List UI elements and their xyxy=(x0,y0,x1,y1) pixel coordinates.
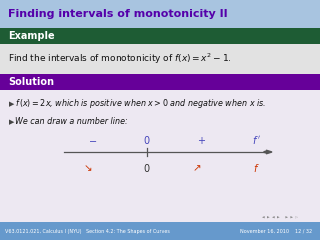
Text: $f\,'$: $f\,'$ xyxy=(252,134,260,146)
Text: $\blacktriangleright$: $\blacktriangleright$ xyxy=(7,117,16,127)
Text: $-$: $-$ xyxy=(88,135,97,145)
Text: 12 / 32: 12 / 32 xyxy=(295,228,312,234)
Text: $\nearrow$: $\nearrow$ xyxy=(189,163,201,173)
Text: $0$: $0$ xyxy=(143,134,151,146)
Text: Finding intervals of monotonicity II: Finding intervals of monotonicity II xyxy=(8,9,228,19)
Text: November 16, 2010: November 16, 2010 xyxy=(240,228,289,234)
Text: $f\,(x) = 2x$, which is positive when $x > 0$ and negative when $x$ is.: $f\,(x) = 2x$, which is positive when $x… xyxy=(15,97,267,110)
Text: $f$: $f$ xyxy=(253,162,259,174)
Text: Section 4.2: The Shapes of Curves: Section 4.2: The Shapes of Curves xyxy=(86,228,170,234)
Text: Find the intervals of monotonicity of $f(x) = x^2 - 1$.: Find the intervals of monotonicity of $f… xyxy=(8,52,232,66)
Text: We can draw a number line:: We can draw a number line: xyxy=(15,118,128,126)
Text: $\blacktriangleright$: $\blacktriangleright$ xyxy=(7,99,16,109)
Text: Example: Example xyxy=(8,31,55,41)
Text: $0$: $0$ xyxy=(143,162,151,174)
Text: $+$: $+$ xyxy=(197,134,206,145)
Text: V63.0121.021, Calculus I (NYU): V63.0121.021, Calculus I (NYU) xyxy=(5,228,81,234)
Text: $\searrow$: $\searrow$ xyxy=(81,163,92,173)
Text: Solution: Solution xyxy=(8,77,54,87)
Text: ◀  ▶  ◀  ▶     ▶  ▶  ▷: ◀ ▶ ◀ ▶ ▶ ▶ ▷ xyxy=(262,216,299,220)
